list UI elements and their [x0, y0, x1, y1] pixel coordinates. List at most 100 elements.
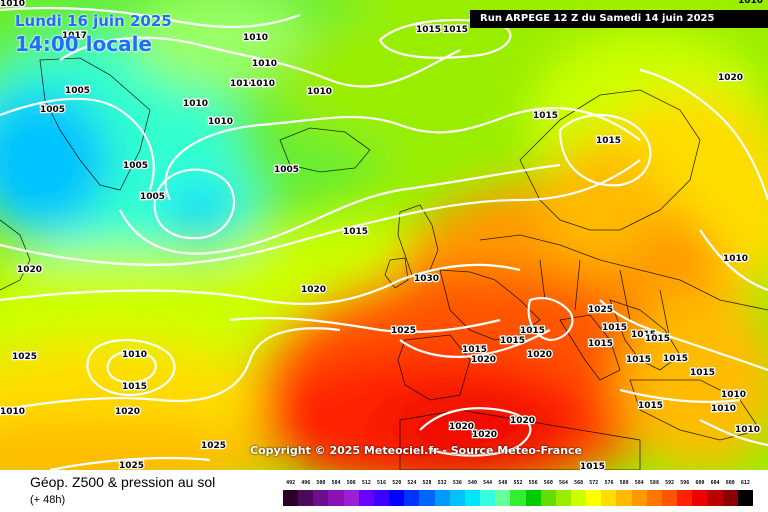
- isobar-label: 1015: [602, 323, 627, 333]
- map-title: Géop. Z500 & pression au sol: [30, 474, 216, 490]
- scale-swatch: [601, 490, 617, 506]
- isobar-label: 1015: [596, 136, 621, 146]
- isobar-label: 1005: [40, 105, 65, 115]
- scale-swatch: [661, 490, 678, 506]
- scale-label: 544: [483, 480, 493, 486]
- scale-swatch: [525, 490, 541, 506]
- scale-label: 592: [665, 480, 675, 486]
- scale-label: 588: [649, 480, 659, 486]
- isobar-label: 1017: [62, 31, 87, 41]
- isobar-label: 1025: [119, 461, 144, 470]
- scale-swatch: [313, 490, 329, 506]
- isobar-label: 1025: [12, 352, 37, 362]
- isobar-label: 1015: [520, 326, 545, 336]
- scale-swatch: [449, 490, 465, 506]
- isobar-label: 1010: [0, 0, 25, 9]
- forecast-time: 14:00 locale: [15, 32, 152, 56]
- isobar-label: 1010: [243, 33, 268, 43]
- scale-label: 564: [558, 480, 568, 486]
- scale-label: 580: [619, 480, 629, 486]
- isobar-label: 1015: [533, 111, 558, 121]
- scale-label: 492: [286, 480, 296, 486]
- scale-swatch: [343, 490, 359, 506]
- scale-label: 584: [634, 480, 644, 486]
- scale-label: 572: [589, 480, 599, 486]
- isobar-label: 1010: [307, 87, 332, 97]
- weather-map: 1010 1017 1005 1010 1010 1010 1010 1010 …: [0, 0, 768, 470]
- scale-swatch: [464, 490, 481, 506]
- isobar-label: 1015: [462, 345, 487, 355]
- isobar-label: 1015: [343, 227, 368, 237]
- copyright-notice: Copyright © 2025 Meteociel.fr - Source M…: [250, 444, 583, 457]
- scale-label: 560: [543, 480, 553, 486]
- isobar-label: 1015: [626, 355, 651, 365]
- scale-label: 532: [437, 480, 447, 486]
- scale-label: 524: [407, 480, 417, 486]
- scale-label: 600: [695, 480, 705, 486]
- scale-swatch: [707, 490, 723, 506]
- isobar-label: 1015: [443, 25, 468, 35]
- scale-label: 520: [392, 480, 402, 486]
- color-scale-labels: 492 496 500 504 508 512 516 520 524 528 532 536 540 5…: [283, 480, 753, 489]
- scale-swatch: [692, 490, 708, 506]
- isobar-label: 1020: [301, 285, 326, 295]
- scale-label: 516: [377, 480, 387, 486]
- scale-swatch: [373, 490, 390, 506]
- scale-swatch: [510, 490, 526, 506]
- scale-swatch: [555, 490, 571, 506]
- scale-swatch: [495, 490, 511, 506]
- scale-swatch: [389, 490, 405, 506]
- scale-label: 612: [740, 480, 750, 486]
- isobar-label: 1010: [230, 79, 255, 89]
- isobar-label-corner: 1010: [738, 0, 764, 6]
- isobar-label: 1010: [721, 390, 746, 400]
- scale-label: 552: [513, 480, 523, 486]
- scale-swatch: [737, 490, 753, 506]
- isobar-label: 1005: [123, 161, 148, 171]
- scale-label: 540: [468, 480, 478, 486]
- color-scale-bar: [283, 490, 753, 506]
- isobar-label: 1020: [472, 430, 497, 440]
- isobar-label: 1010: [183, 99, 208, 109]
- isobar-label: 1020: [527, 350, 552, 360]
- isobar-label: 1015: [645, 334, 670, 344]
- isobar-label: 1015: [122, 382, 147, 392]
- scale-swatch: [298, 490, 314, 506]
- scale-label: 500: [316, 480, 326, 486]
- model-run-label: Run ARPEGE 12 Z du Samedi 14 juin 2025: [470, 10, 768, 28]
- isobar-label: 1020: [17, 265, 42, 275]
- isobar-label: 1015: [588, 339, 613, 349]
- isobar-label: 1020: [449, 422, 474, 432]
- scale-swatch: [434, 490, 450, 506]
- isobar-label: 1020: [718, 73, 743, 83]
- scale-label: 568: [574, 480, 584, 486]
- isobar-label: 1020: [471, 355, 496, 365]
- forecast-range: (+ 48h): [30, 494, 66, 506]
- isobar-label: 1020: [115, 407, 140, 417]
- scale-label: 512: [361, 480, 371, 486]
- isobar-label: 1015: [580, 462, 605, 470]
- isobar-label: 1010: [208, 117, 233, 127]
- scale-label: 576: [604, 480, 614, 486]
- isobar-label: 1015: [690, 368, 715, 378]
- isobar-label: 1010: [723, 254, 748, 264]
- scale-swatch: [616, 490, 632, 506]
- scale-swatch: [677, 490, 693, 506]
- isobar-label: 1015: [500, 336, 525, 346]
- scale-label: 556: [528, 480, 538, 486]
- scale-swatch: [283, 490, 299, 506]
- isobar-label: 1005: [65, 86, 90, 96]
- isobar-label: 1030: [414, 274, 439, 284]
- isobar-label: 1010: [0, 407, 25, 417]
- scale-swatch: [646, 490, 662, 506]
- scale-swatch: [358, 490, 374, 506]
- isobar-label: 1015: [416, 25, 441, 35]
- isobar-label: 1010: [250, 79, 275, 89]
- scale-label: 596: [680, 480, 690, 486]
- isobar-label: 1015: [663, 354, 688, 364]
- scale-swatch: [540, 490, 556, 506]
- scale-swatch: [480, 490, 496, 506]
- scale-swatch: [586, 490, 602, 506]
- scale-label: 504: [331, 480, 341, 486]
- scale-label: 508: [346, 480, 356, 486]
